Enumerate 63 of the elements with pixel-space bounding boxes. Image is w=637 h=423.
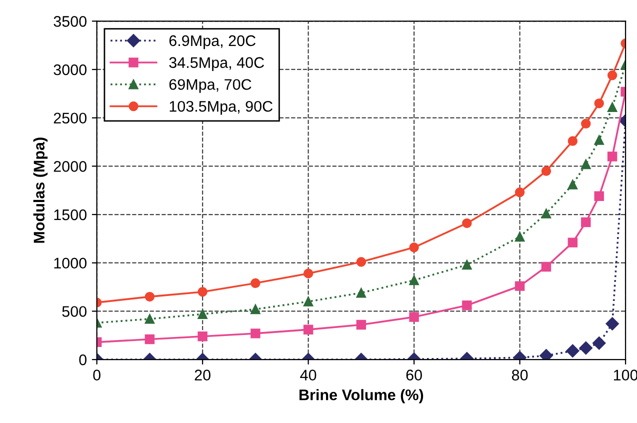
point bbox=[581, 118, 591, 128]
point bbox=[250, 304, 260, 314]
y-tick-label: 3000 bbox=[54, 64, 87, 76]
point bbox=[409, 275, 419, 286]
x-tick-label: 20 bbox=[194, 370, 210, 380]
y-tick-label: 3500 bbox=[54, 16, 87, 27]
point bbox=[462, 218, 472, 228]
point bbox=[594, 98, 604, 108]
point bbox=[250, 328, 260, 338]
point bbox=[356, 320, 366, 330]
y-axis-title: Modulas (Mpa) bbox=[33, 138, 48, 243]
y-tick-label: 1500 bbox=[54, 209, 87, 220]
point bbox=[144, 334, 155, 344]
y-tick-label: 2500 bbox=[54, 112, 87, 124]
legend-label: 6.9Mpa, 20C bbox=[169, 35, 256, 50]
point bbox=[250, 278, 260, 288]
point bbox=[198, 331, 208, 342]
point bbox=[568, 136, 578, 146]
point bbox=[462, 300, 472, 310]
y-tick-label: 2000 bbox=[54, 161, 87, 172]
x-tick-label: 0 bbox=[93, 370, 100, 380]
point bbox=[462, 260, 472, 270]
point bbox=[356, 257, 366, 267]
point bbox=[607, 70, 618, 80]
x-tick-label: 80 bbox=[512, 370, 528, 380]
point bbox=[409, 242, 419, 252]
point bbox=[514, 187, 525, 198]
point bbox=[144, 292, 155, 302]
point bbox=[568, 180, 578, 190]
y-tick-label: 1000 bbox=[54, 258, 87, 269]
legend-label: 69Mpa, 70C bbox=[169, 79, 252, 93]
point bbox=[568, 238, 578, 248]
point bbox=[607, 152, 618, 162]
x-tick-label: 60 bbox=[406, 370, 422, 380]
point bbox=[540, 349, 553, 360]
point bbox=[198, 309, 208, 319]
y-tick-label: 500 bbox=[62, 306, 87, 317]
point bbox=[581, 217, 591, 228]
point bbox=[144, 314, 155, 324]
point bbox=[514, 232, 525, 242]
point bbox=[409, 312, 419, 322]
point bbox=[514, 281, 525, 291]
point bbox=[579, 341, 592, 355]
point bbox=[594, 135, 604, 145]
point bbox=[592, 336, 606, 350]
point bbox=[303, 324, 314, 334]
x-axis-title: Brine Volume (%) bbox=[300, 389, 424, 404]
legend-label: 103.5Mpa, 90C bbox=[170, 100, 273, 115]
point bbox=[541, 208, 552, 218]
legend-label: 34.5Mpa, 40C bbox=[169, 57, 264, 72]
point bbox=[541, 166, 552, 176]
point bbox=[607, 102, 618, 112]
point bbox=[566, 344, 580, 358]
point bbox=[606, 317, 619, 330]
point bbox=[541, 262, 552, 272]
point bbox=[303, 296, 314, 306]
point bbox=[356, 288, 366, 298]
y-tick-label: 0 bbox=[79, 354, 87, 366]
x-tick-label: 40 bbox=[300, 370, 316, 380]
point bbox=[198, 287, 208, 297]
point bbox=[581, 159, 591, 170]
point bbox=[303, 268, 314, 278]
point bbox=[594, 191, 604, 202]
